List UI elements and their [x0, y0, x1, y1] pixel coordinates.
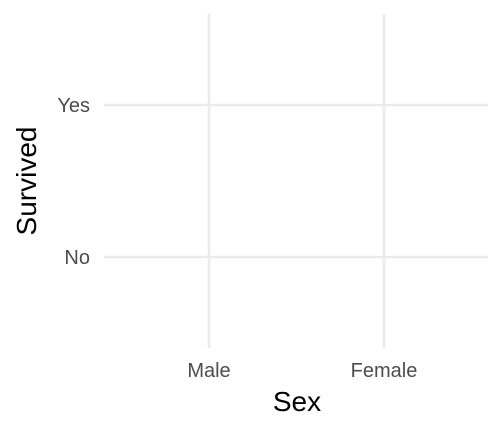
y-tick-label-yes: Yes	[57, 95, 90, 117]
plot-panel	[104, 14, 488, 348]
x-axis-tick-labels: Male Female	[187, 360, 417, 382]
x-gridlines	[207, 14, 386, 348]
x-tick-label-female: Female	[351, 360, 418, 382]
y-gridlines	[104, 103, 488, 259]
x-axis-title: Sex	[273, 386, 321, 417]
y-axis-tick-labels: No Yes	[57, 95, 90, 269]
y-axis-title: Survived	[11, 127, 42, 236]
y-tick-label-no: No	[64, 247, 90, 269]
x-tick-label-male: Male	[187, 360, 230, 382]
